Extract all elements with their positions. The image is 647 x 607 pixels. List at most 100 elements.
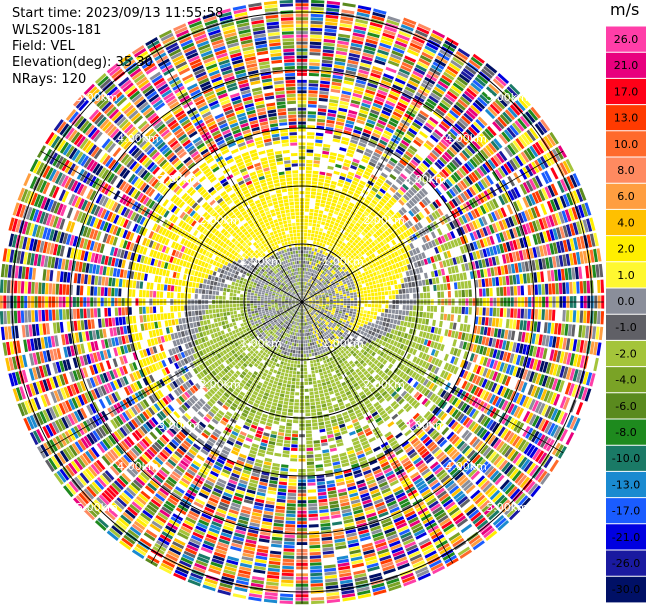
velocity-gate [314,248,318,252]
velocity-gate [298,343,301,347]
velocity-gate [416,26,430,35]
velocity-gate [417,324,422,330]
velocity-gate [458,290,462,298]
velocity-gate [527,208,535,220]
velocity-gate [425,122,435,131]
velocity-gate [364,303,368,307]
velocity-gate [377,178,384,185]
velocity-gate [318,307,322,309]
velocity-gate [312,269,315,273]
velocity-gate [481,68,493,79]
velocity-gate [547,185,556,197]
velocity-gate [320,316,324,320]
velocity-gate [339,194,346,199]
velocity-gate [401,283,405,289]
velocity-gate [350,164,358,170]
velocity-gate [445,133,455,143]
velocity-gate [362,237,367,242]
velocity-gate [593,357,599,372]
velocity-gate [318,272,322,277]
velocity-gate [491,317,496,327]
velocity-gate [529,446,539,459]
velocity-gate [318,386,323,391]
velocity-gate [545,216,552,228]
velocity-gate [493,154,502,166]
velocity-gate [488,337,493,347]
velocity-gate [349,222,355,228]
velocity-gate [305,278,308,282]
velocity-gate [266,581,279,586]
velocity-gate [323,45,335,50]
velocity-gate [368,269,373,274]
velocity-gate [462,417,471,426]
velocity-gate [402,136,412,144]
velocity-gate [309,41,322,46]
velocity-gate [456,139,465,148]
velocity-gate [313,309,317,312]
velocity-gate [395,289,399,295]
velocity-gate [428,116,439,125]
velocity-gate [346,295,350,299]
velocity-gate [387,271,392,276]
velocity-gate [373,239,379,245]
velocity-gate [376,122,385,129]
velocity-gate [323,289,327,292]
velocity-gate [315,279,319,283]
velocity-gate [325,377,330,382]
velocity-gate [522,182,531,194]
velocity-gate [381,109,391,117]
velocity-gate [440,99,452,109]
velocity-gate [314,283,318,287]
velocity-gate [376,270,381,275]
velocity-gate [335,353,339,358]
velocity-gate [550,424,559,437]
velocity-gate [429,393,436,401]
velocity-gate [593,232,599,247]
velocity-gate [451,266,456,274]
velocity-gate [310,276,313,280]
velocity-gate [496,308,500,317]
velocity-gate [305,303,309,305]
velocity-gate [535,416,543,429]
velocity-gate [306,275,309,279]
velocity-gate [327,262,332,266]
velocity-gate [493,266,498,276]
velocity-gate [321,66,332,71]
velocity-gate [366,85,377,92]
velocity-gate [459,180,468,189]
velocity-gate [447,314,451,321]
velocity-gate [350,298,354,301]
velocity-gate [333,253,338,258]
velocity-gate [305,300,309,302]
velocity-gate [405,191,413,199]
velocity-gate [341,9,355,15]
velocity-gate [330,280,335,284]
velocity-gate [442,136,452,145]
velocity-gate [326,297,330,299]
velocity-gate [303,246,307,250]
velocity-gate [433,86,445,95]
velocity-gate [462,178,471,187]
velocity-gate [566,415,575,428]
velocity-gate [358,164,366,170]
velocity-gate [487,106,498,117]
velocity-gate [307,489,317,493]
velocity-gate [313,262,316,266]
velocity-gate [397,249,402,256]
velocity-gate [508,341,514,352]
velocity-gate [328,310,332,313]
velocity-gate [509,142,519,154]
velocity-gate [368,281,373,286]
velocity-gate [383,223,389,230]
velocity-gate [321,59,333,64]
velocity-gate [366,119,376,125]
velocity-gate [385,332,390,338]
velocity-gate [569,368,576,381]
velocity-gate [401,315,405,321]
velocity-gate [318,104,327,109]
velocity-gate [333,303,337,305]
velocity-gate [308,104,317,108]
velocity-gate [371,15,385,22]
velocity-gate [321,235,325,240]
velocity-gate [365,148,373,155]
